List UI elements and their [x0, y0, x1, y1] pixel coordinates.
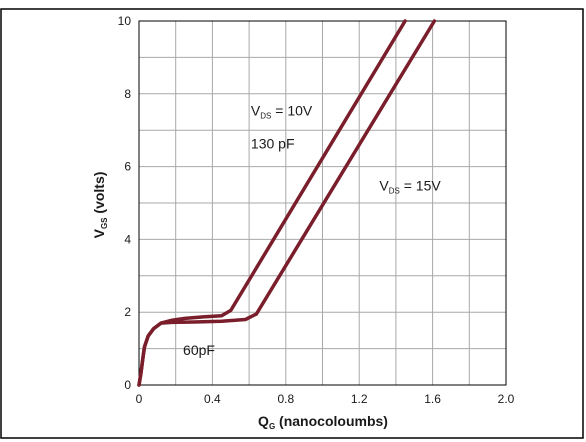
chart-annotation: 130 pF [251, 135, 295, 151]
y-axis-label-main: V [91, 228, 107, 238]
series-lines [137, 19, 437, 387]
x-tick-label: 0 [136, 392, 143, 406]
y-axis-label: VGS (volts) [91, 172, 109, 239]
chart-border [0, 8, 584, 439]
chart-annotation: VDS = 15V [379, 177, 441, 195]
x-tick-label: 0.4 [204, 392, 221, 406]
x-tick-label: 0.8 [277, 392, 294, 406]
x-axis-label-sub: G [269, 422, 275, 431]
x-tick-label: 2.0 [498, 392, 515, 406]
y-axis-label-rest: (volts) [91, 172, 107, 218]
plot-area [138, 20, 507, 386]
y-tick-label: 4 [124, 232, 131, 246]
y-tick-labels: 0 2 4 6 8 10 [118, 14, 132, 392]
y-tick-label: 2 [124, 305, 131, 319]
x-tick-label: 1.6 [424, 392, 441, 406]
y-tick-label: 8 [124, 87, 131, 101]
annotations: VDS = 10V 130 pF VDS = 15V 60pF [183, 103, 441, 359]
series-line-2 [137, 19, 437, 387]
x-tick-labels: 0 0.4 0.8 1.2 1.6 2.0 [136, 392, 515, 406]
x-axis-label: QG (nanocoloumbs) [258, 413, 388, 431]
y-tick-label: 10 [118, 14, 132, 28]
x-axis-label-main: Q [258, 413, 269, 429]
chart-annotation: 60pF [183, 342, 215, 358]
y-tick-label: 6 [124, 160, 131, 174]
x-tick-label: 1.2 [351, 392, 368, 406]
x-axis-label-rest: (nanocoloumbs) [275, 413, 388, 429]
chart-annotation: VDS = 10V [251, 103, 313, 121]
y-axis-label-sub: GS [100, 217, 109, 229]
y-tick-label: 0 [124, 378, 131, 392]
